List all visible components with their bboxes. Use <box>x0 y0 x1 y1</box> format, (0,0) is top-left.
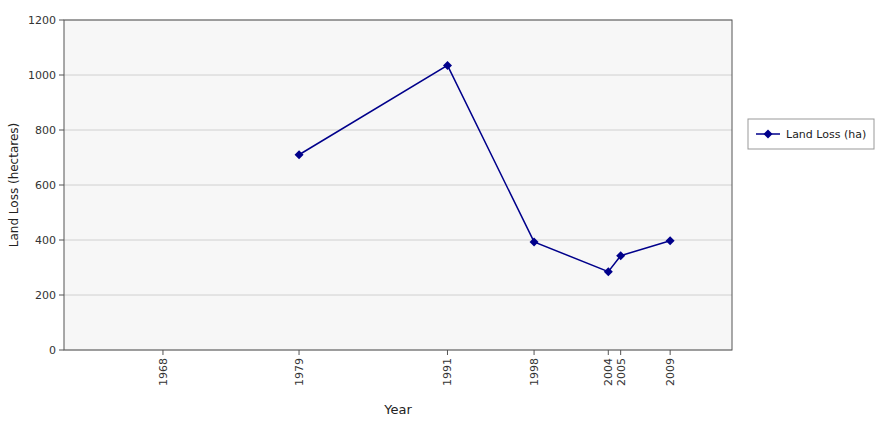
tick-label: 2009 <box>664 358 677 386</box>
tick <box>59 75 64 76</box>
tick <box>59 20 64 21</box>
tick-label: 0 <box>49 344 56 357</box>
grid-line <box>64 75 732 76</box>
grid-line <box>64 130 732 131</box>
tick <box>608 350 609 355</box>
tick-label: 2005 <box>615 358 628 386</box>
tick-label: 400 <box>35 234 56 247</box>
marker <box>604 267 613 276</box>
tick <box>299 350 300 355</box>
tick <box>670 350 671 355</box>
x-axis-label: Year <box>383 402 412 417</box>
tick <box>59 350 64 351</box>
tick <box>59 130 64 131</box>
y-axis-label: Land Loss (hectares) <box>7 123 21 248</box>
marker <box>666 236 675 245</box>
tick-label: 1998 <box>528 358 541 386</box>
legend-marker <box>764 130 773 139</box>
tick-label: 1979 <box>293 358 306 386</box>
legend-label: Land Loss (ha) <box>786 128 866 141</box>
chart: 0 200 400 600 800 1000 1200 1968 1979 1991 1998 200… <box>0 0 882 424</box>
marker <box>295 150 304 159</box>
marker <box>443 61 452 70</box>
tick <box>620 350 621 355</box>
plot-frame <box>64 20 732 350</box>
tick <box>447 350 448 355</box>
tick <box>59 295 64 296</box>
grid-line <box>64 240 732 241</box>
series-group <box>295 61 675 276</box>
tick-label: 1000 <box>28 69 56 82</box>
line <box>299 65 670 271</box>
marker <box>530 237 539 246</box>
marker <box>616 251 625 260</box>
legend-box <box>748 119 874 149</box>
grid-line <box>64 185 732 186</box>
tick <box>534 350 535 355</box>
tick-label: 1991 <box>441 358 454 386</box>
tick <box>59 240 64 241</box>
tick <box>59 185 64 186</box>
tick-label: 200 <box>35 289 56 302</box>
tick-label: 800 <box>35 124 56 137</box>
tick-label: 1200 <box>28 14 56 27</box>
legend: Land Loss (ha) <box>748 119 874 149</box>
grid-line <box>64 295 732 296</box>
tick-label: 1968 <box>157 358 170 386</box>
plot-area <box>64 20 732 350</box>
tick-label: 2004 <box>602 358 615 386</box>
tick-label: 600 <box>35 179 56 192</box>
tick <box>162 350 163 355</box>
